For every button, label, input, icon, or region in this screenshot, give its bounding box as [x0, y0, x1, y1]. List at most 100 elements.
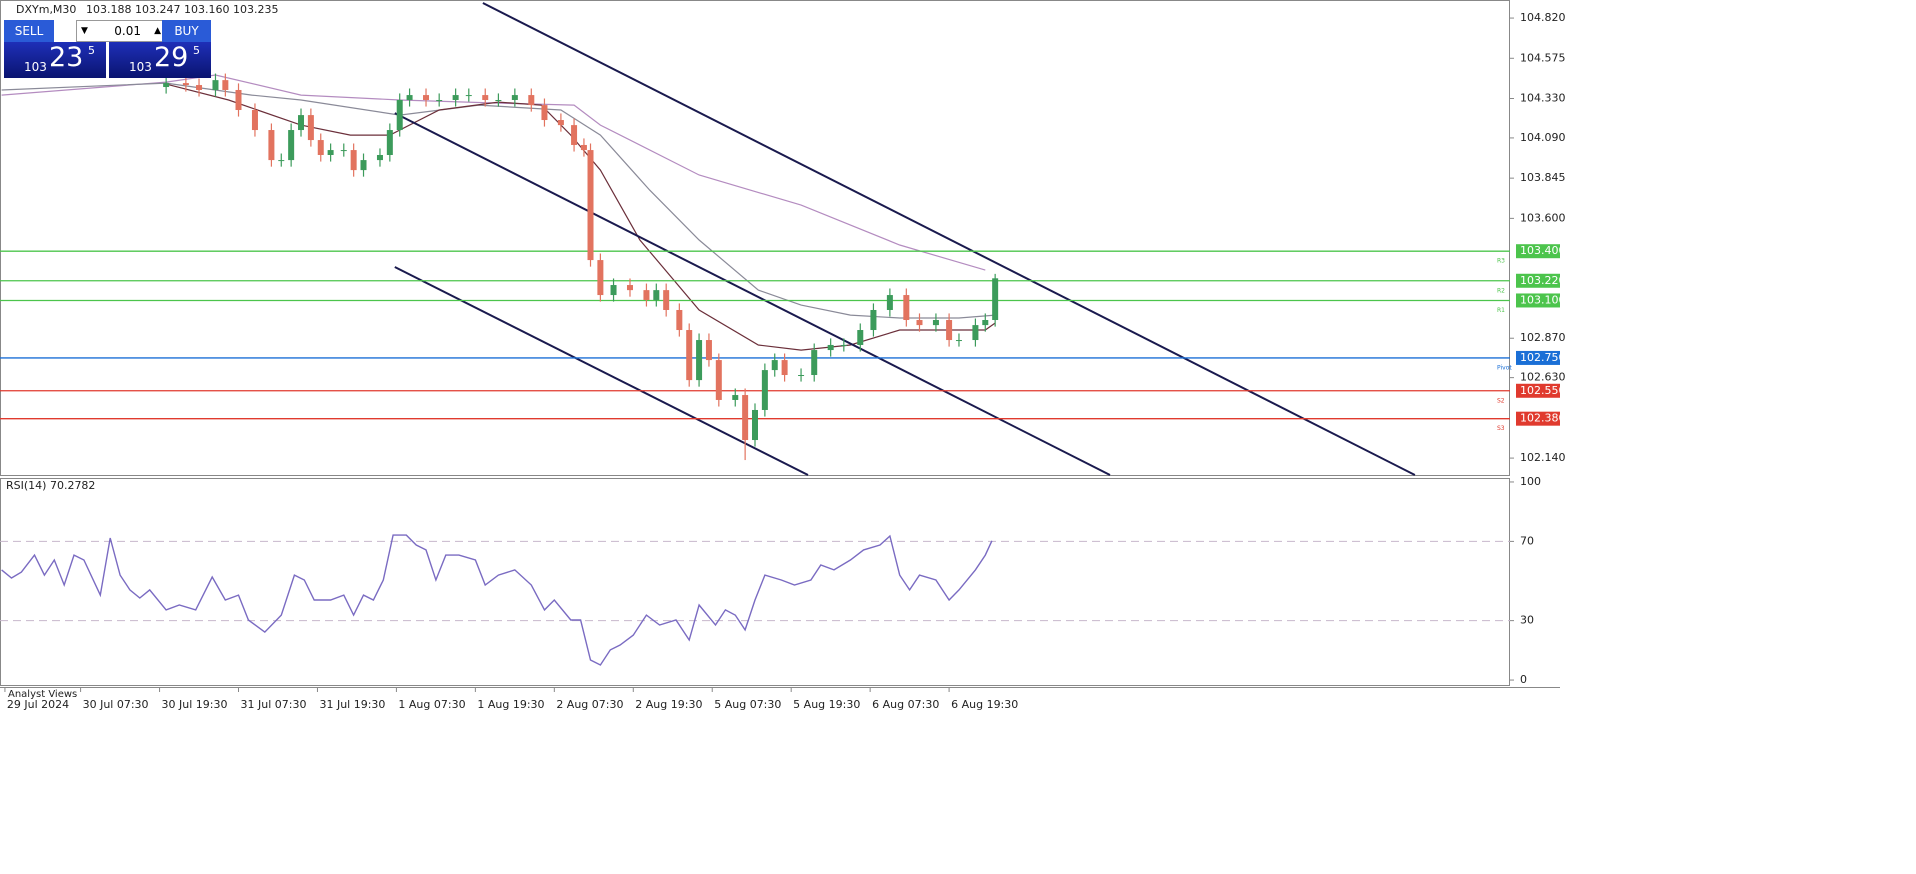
- candle-body: [163, 83, 170, 88]
- x-tick-label: 30 Jul 19:30: [162, 698, 228, 711]
- level-badge: [1516, 383, 1560, 398]
- x-tick-label: 2 Aug 19:30: [635, 698, 702, 711]
- buy-button[interactable]: BUY: [162, 20, 211, 42]
- candle-body: [307, 115, 314, 141]
- candle-body: [580, 144, 587, 151]
- y-tick-label: 103.600: [1520, 211, 1566, 224]
- x-tick-label: 5 Aug 19:30: [793, 698, 860, 711]
- main-plot: [0, 2, 1510, 476]
- level-badge: [1516, 350, 1560, 365]
- candle-body: [626, 285, 633, 291]
- sell-button[interactable]: SELL: [4, 20, 54, 42]
- rsi-title: RSI(14) 70.2782: [6, 479, 95, 492]
- candle-body: [327, 150, 334, 155]
- level-label: 103.100: [1520, 293, 1566, 306]
- candle-body: [298, 115, 305, 131]
- candle-body: [955, 340, 962, 342]
- candle-body: [317, 140, 324, 155]
- tab-label[interactable]: Analyst Views: [8, 689, 77, 700]
- y-tick-label: 102.870: [1520, 331, 1566, 344]
- volume-box[interactable]: ▼ 0.01 ▲: [76, 20, 166, 42]
- moving-average: [1, 74, 986, 271]
- candle-body: [811, 350, 818, 376]
- candle-body: [541, 105, 548, 121]
- candle-body: [386, 130, 393, 155]
- candle-body: [222, 80, 229, 90]
- candle-body: [916, 320, 923, 326]
- sell-price[interactable]: 103 23 5: [4, 42, 106, 78]
- level-badge: [1516, 273, 1560, 288]
- candle-body: [903, 295, 910, 321]
- candle-body: [571, 125, 578, 145]
- axes: 29 Jul 2024 30 Jul 07:30 30 Jul 19:30 31 Ju…: [4, 11, 1566, 711]
- candle-body: [653, 290, 660, 300]
- y-tick-label: 104.090: [1520, 131, 1566, 144]
- trend-line: [394, 112, 1111, 476]
- y-tick-label: 102.630: [1520, 371, 1566, 384]
- level-label: 102.380: [1520, 412, 1566, 425]
- candle-body: [840, 344, 847, 346]
- x-tick-label: 30 Jul 07:30: [83, 698, 149, 711]
- candle-body: [396, 99, 403, 131]
- candle-body: [705, 340, 712, 361]
- trend-line: [482, 2, 1416, 476]
- candle-body: [182, 83, 189, 86]
- candle-body: [340, 150, 347, 152]
- x-tick-label: 31 Jul 07:30: [241, 698, 307, 711]
- buy-price[interactable]: 103 29 5: [109, 42, 211, 78]
- candle-body: [278, 160, 285, 162]
- moving-average: [1, 82, 996, 319]
- x-tick-label: 1 Aug 19:30: [477, 698, 544, 711]
- symbol: DXYm,M30: [16, 3, 76, 16]
- rsi-plot: [0, 534, 1510, 666]
- level-label: 103.220: [1520, 274, 1566, 287]
- y-tick-label: 104.575: [1520, 51, 1566, 64]
- y-tick-label: 70: [1520, 534, 1534, 547]
- y-tick-label: 0: [1520, 673, 1527, 686]
- candle-body: [376, 154, 383, 161]
- candle-body: [465, 95, 472, 97]
- candle-body: [268, 130, 275, 161]
- level-name: R3: [1497, 258, 1505, 265]
- rsi-frame: [0, 478, 1510, 686]
- candle-body: [482, 95, 489, 100]
- y-tick-label: 30: [1520, 614, 1534, 627]
- price-prefix: 103: [129, 60, 152, 74]
- level-name: R2: [1497, 287, 1505, 294]
- candle-body: [696, 340, 703, 381]
- level-name: S2: [1497, 397, 1505, 404]
- candle-body: [436, 99, 443, 101]
- candle-body: [528, 95, 535, 106]
- x-tick-label: 2 Aug 07:30: [556, 698, 623, 711]
- candle-body: [982, 320, 989, 326]
- candle-body: [781, 360, 788, 376]
- y-tick-label: 102.140: [1520, 451, 1566, 464]
- level-label: 102.550: [1520, 384, 1566, 397]
- candle-body: [495, 99, 502, 101]
- y-tick-label: 104.330: [1520, 92, 1566, 105]
- candle-body: [587, 150, 594, 261]
- rsi-line: [1, 534, 993, 666]
- candle-body: [715, 360, 722, 400]
- candle-body: [676, 309, 683, 331]
- level-label: 102.750: [1520, 351, 1566, 364]
- price-prefix: 103: [24, 60, 47, 74]
- candle-body: [597, 260, 604, 296]
- price-small: 5: [193, 44, 200, 57]
- candle-body: [212, 80, 219, 90]
- candle-body: [251, 110, 258, 131]
- candle-body: [932, 320, 939, 326]
- level-badge: [1516, 244, 1560, 259]
- x-tick-label: 5 Aug 07:30: [714, 698, 781, 711]
- level-badge: [1516, 411, 1560, 426]
- candle-body: [288, 130, 295, 161]
- price-small: 5: [88, 44, 95, 57]
- candle-body: [511, 95, 518, 100]
- level-badge: [1516, 293, 1560, 308]
- candle-body: [827, 344, 834, 351]
- candle-body: [423, 95, 430, 100]
- candle-body: [761, 370, 768, 410]
- candle-body: [732, 395, 739, 400]
- ohlc: 103.188 103.247 103.160 103.235: [86, 3, 278, 16]
